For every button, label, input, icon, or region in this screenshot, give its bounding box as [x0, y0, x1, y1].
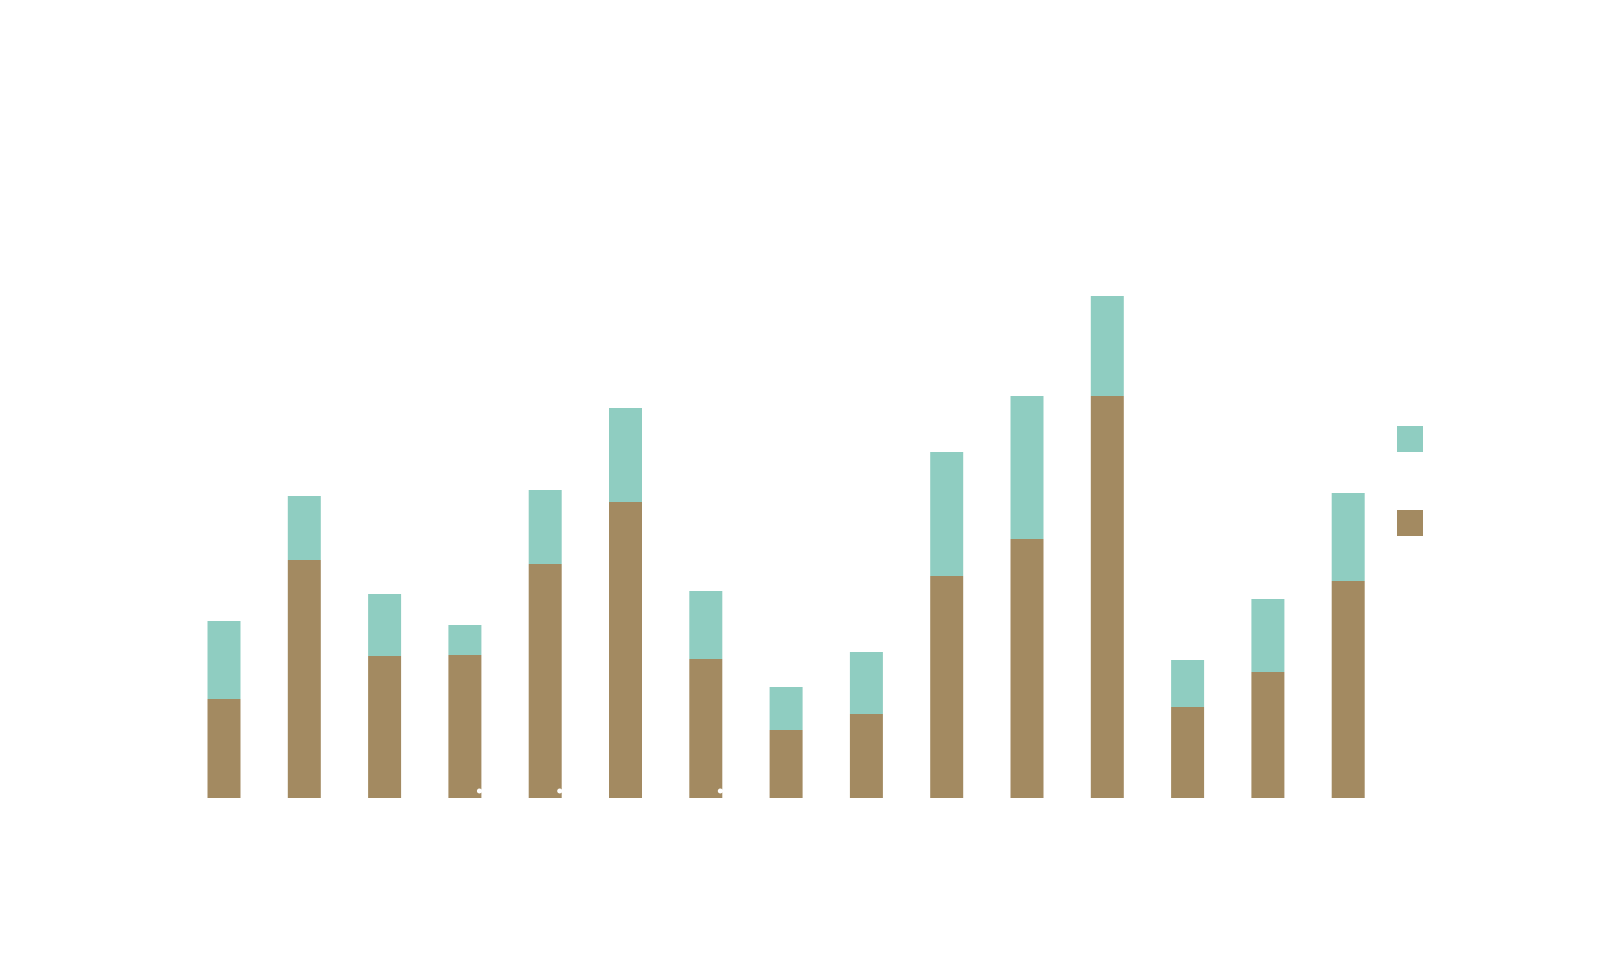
bar-segment-series2-10: [930, 452, 964, 576]
bar-segment-series1-4: [448, 655, 482, 798]
baseline-tick-1: [476, 788, 482, 794]
bar-segment-series2-13: [1171, 660, 1205, 707]
bar-segment-series2-5: [528, 490, 562, 564]
bar-segment-series2-15: [1331, 493, 1365, 581]
bar-segment-series1-10: [930, 576, 964, 798]
bar-segment-series2-3: [368, 594, 402, 656]
bar-segment-series2-2: [287, 496, 321, 560]
bar-segment-series2-14: [1251, 599, 1285, 672]
bar-segment-series2-1: [207, 621, 241, 699]
bar-segment-series1-13: [1171, 707, 1205, 798]
baseline-ticks: [476, 788, 723, 794]
bar-segment-series1-14: [1251, 672, 1285, 798]
bar-segment-series1-7: [689, 659, 723, 798]
bar-segment-series1-1: [207, 699, 241, 798]
bar-segment-series2-4: [448, 625, 482, 655]
baseline-tick-2: [557, 788, 563, 794]
bar-segment-series2-8: [769, 687, 803, 730]
legend: [1397, 426, 1423, 536]
bar-segment-series2-6: [609, 408, 642, 502]
bar-segment-series1-12: [1090, 396, 1124, 798]
bar-segment-series2-7: [689, 591, 723, 659]
bar-segment-series1-9: [849, 714, 883, 798]
bar-segment-series1-15: [1331, 581, 1365, 798]
legend-swatch-1: [1397, 426, 1423, 452]
baseline-tick-3: [717, 788, 723, 794]
bar-segment-series1-5: [528, 564, 562, 798]
bar-segment-series2-12: [1090, 296, 1124, 396]
bar-segment-series1-2: [287, 560, 321, 798]
bar-group: [207, 296, 1365, 798]
bar-segment-series1-6: [609, 502, 642, 798]
bar-segment-series2-9: [849, 652, 883, 714]
bar-segment-series1-11: [1010, 539, 1044, 798]
bar-segment-series1-8: [769, 730, 803, 798]
legend-swatch-2: [1397, 510, 1423, 536]
bar-segment-series1-3: [368, 656, 402, 798]
bar-segment-series2-11: [1010, 396, 1044, 539]
